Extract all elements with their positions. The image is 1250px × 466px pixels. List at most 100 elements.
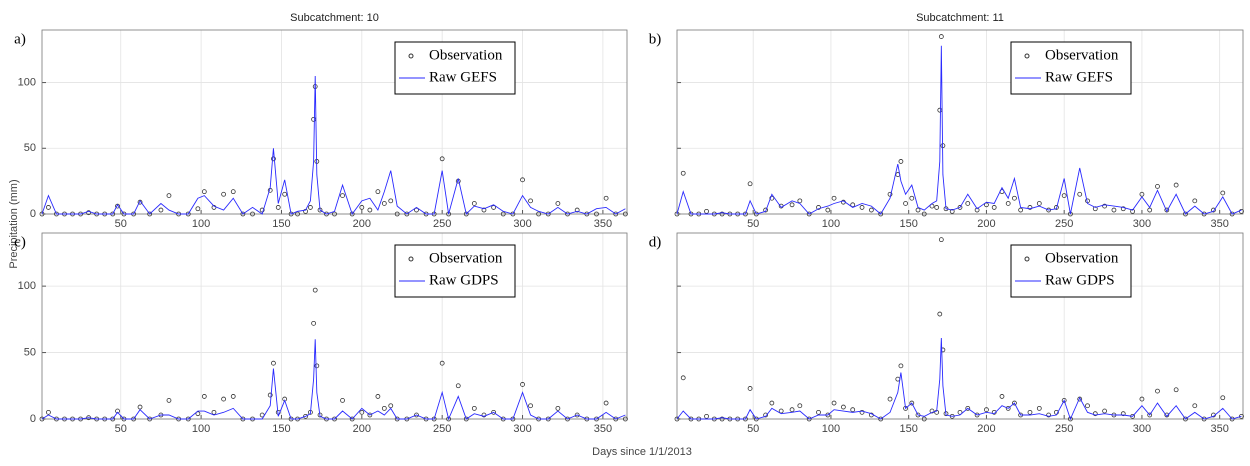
observation-point xyxy=(584,211,590,217)
observation-point xyxy=(1120,206,1126,212)
observation-point xyxy=(471,201,477,206)
observation-point xyxy=(816,205,821,210)
observation-point xyxy=(201,189,207,195)
observation-point xyxy=(414,207,419,213)
observation-point xyxy=(622,416,628,422)
observation-point xyxy=(753,211,759,217)
x-tick-label: 200 xyxy=(353,218,371,230)
observation-point xyxy=(39,416,45,422)
x-tick-label: 150 xyxy=(900,218,918,230)
observation-point xyxy=(1046,412,1052,418)
observation-point xyxy=(340,193,345,199)
legend-label: Observation xyxy=(1045,47,1119,63)
observation-point xyxy=(984,202,989,208)
observation-point xyxy=(381,201,387,206)
observation-point xyxy=(747,386,753,391)
observation-point xyxy=(1102,203,1108,209)
observation-point xyxy=(545,211,551,217)
observation-point xyxy=(965,405,971,411)
observation-point xyxy=(789,407,795,413)
observation-point xyxy=(314,363,320,369)
observation-point xyxy=(46,205,51,210)
observation-point xyxy=(878,416,884,422)
observation-point xyxy=(555,405,561,411)
observation-point xyxy=(850,407,856,413)
observation-point xyxy=(147,416,153,422)
observation-point xyxy=(622,211,628,217)
forecast-line xyxy=(676,45,1242,215)
observation-point xyxy=(1036,201,1042,206)
observation-point xyxy=(999,394,1005,399)
observation-point xyxy=(404,211,410,217)
observation-point xyxy=(937,311,943,317)
observation-point xyxy=(394,211,400,217)
observation-point xyxy=(455,383,461,389)
x-tick-label: 150 xyxy=(900,423,918,435)
observation-point xyxy=(1229,416,1235,422)
observation-point xyxy=(769,195,775,201)
observation-point xyxy=(938,237,944,243)
legend-symbol xyxy=(408,53,414,59)
observation-point xyxy=(375,189,381,195)
observation-point xyxy=(332,211,337,217)
observation-point xyxy=(1005,405,1011,411)
observation-point xyxy=(349,211,355,217)
observation-point xyxy=(753,416,759,422)
x-tick-label: 100 xyxy=(192,423,210,435)
observation-point xyxy=(603,400,609,406)
observation-point xyxy=(957,409,963,415)
observation-point xyxy=(1027,205,1033,210)
observation-point xyxy=(471,405,477,411)
legend-box xyxy=(1010,244,1132,298)
observation-point xyxy=(921,211,927,217)
observation-point xyxy=(1061,193,1067,199)
observation-point xyxy=(565,211,570,217)
observation-point xyxy=(271,360,276,366)
observation-point xyxy=(1027,409,1033,415)
observation-point xyxy=(831,400,837,406)
observation-point xyxy=(1173,387,1179,393)
x-tick-label: 50 xyxy=(747,423,759,435)
legend-box xyxy=(1010,41,1132,95)
observation-point xyxy=(603,195,609,201)
panel: 50 100 150 200 250 300 350 0 50 100 c) Observation R… xyxy=(14,232,628,435)
observation-point xyxy=(500,211,506,217)
observation-point xyxy=(674,211,680,217)
observation-point xyxy=(240,211,246,217)
observation-point xyxy=(574,207,580,213)
observation-point xyxy=(520,177,525,183)
observation-point xyxy=(1147,412,1153,418)
observation-point xyxy=(520,382,525,387)
observation-point xyxy=(763,412,769,418)
observation-point xyxy=(1211,207,1216,213)
x-axis-label: Days since 1/1/2013 xyxy=(592,446,692,458)
observation-point xyxy=(957,205,963,210)
observation-point xyxy=(816,409,821,415)
x-tick-label: 150 xyxy=(272,218,290,230)
observation-point xyxy=(381,405,387,411)
observation-point xyxy=(763,207,769,213)
observation-point xyxy=(463,416,469,422)
panel-label: b) xyxy=(649,31,662,47)
x-tick-label: 300 xyxy=(513,218,531,230)
observation-point xyxy=(831,195,837,201)
legend-box xyxy=(394,41,516,95)
x-tick-label: 100 xyxy=(822,218,840,230)
observation-point xyxy=(825,207,831,213)
x-tick-label: 100 xyxy=(192,218,210,230)
y-tick-label: 0 xyxy=(30,413,36,425)
observation-point xyxy=(1018,207,1024,213)
observation-point xyxy=(1092,411,1098,417)
observation-point xyxy=(898,363,904,369)
observation-point xyxy=(859,409,865,415)
y-tick-label: 100 xyxy=(18,280,36,292)
forecast-line xyxy=(676,337,1242,421)
x-tick-label: 200 xyxy=(353,423,371,435)
observation-point xyxy=(166,193,172,199)
observation-point xyxy=(491,409,497,415)
x-tick-label: 50 xyxy=(115,423,127,435)
observation-point xyxy=(86,210,92,216)
observation-point xyxy=(1012,400,1017,406)
observation-point xyxy=(1068,416,1073,422)
legend-symbol xyxy=(1024,53,1030,59)
